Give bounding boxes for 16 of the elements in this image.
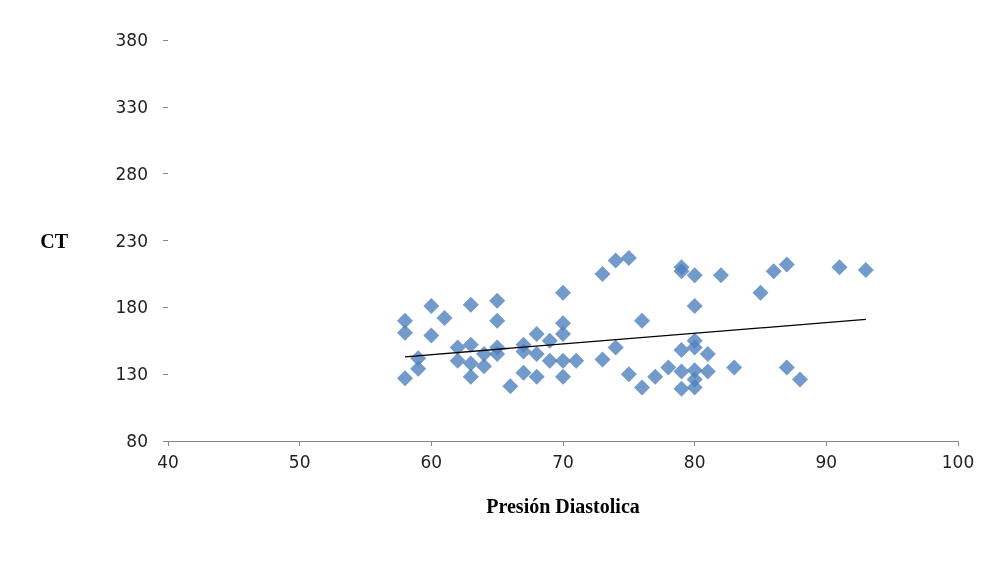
- x-axis-title: Presión Diastolica: [486, 495, 640, 517]
- y-tick-label: 80: [126, 431, 148, 451]
- x-tick-label: 50: [288, 451, 311, 472]
- y-tick-label: 380: [115, 30, 148, 50]
- y-tick-label: 330: [115, 96, 148, 117]
- x-tick-label: 90: [815, 451, 838, 472]
- y-axis-title: CT: [40, 229, 69, 252]
- x-tick-label: 40: [157, 451, 179, 472]
- x-tick-label: 100: [941, 451, 975, 472]
- x-tick-label: 70: [552, 451, 574, 472]
- y-tick-label: 130: [115, 364, 148, 385]
- y-tick-label: 230: [115, 230, 148, 251]
- y-tick-label: 180: [115, 297, 148, 318]
- y-tick-label: 280: [115, 163, 148, 184]
- x-tick-label: 60: [420, 451, 443, 472]
- x-tick-label: 80: [683, 451, 706, 472]
